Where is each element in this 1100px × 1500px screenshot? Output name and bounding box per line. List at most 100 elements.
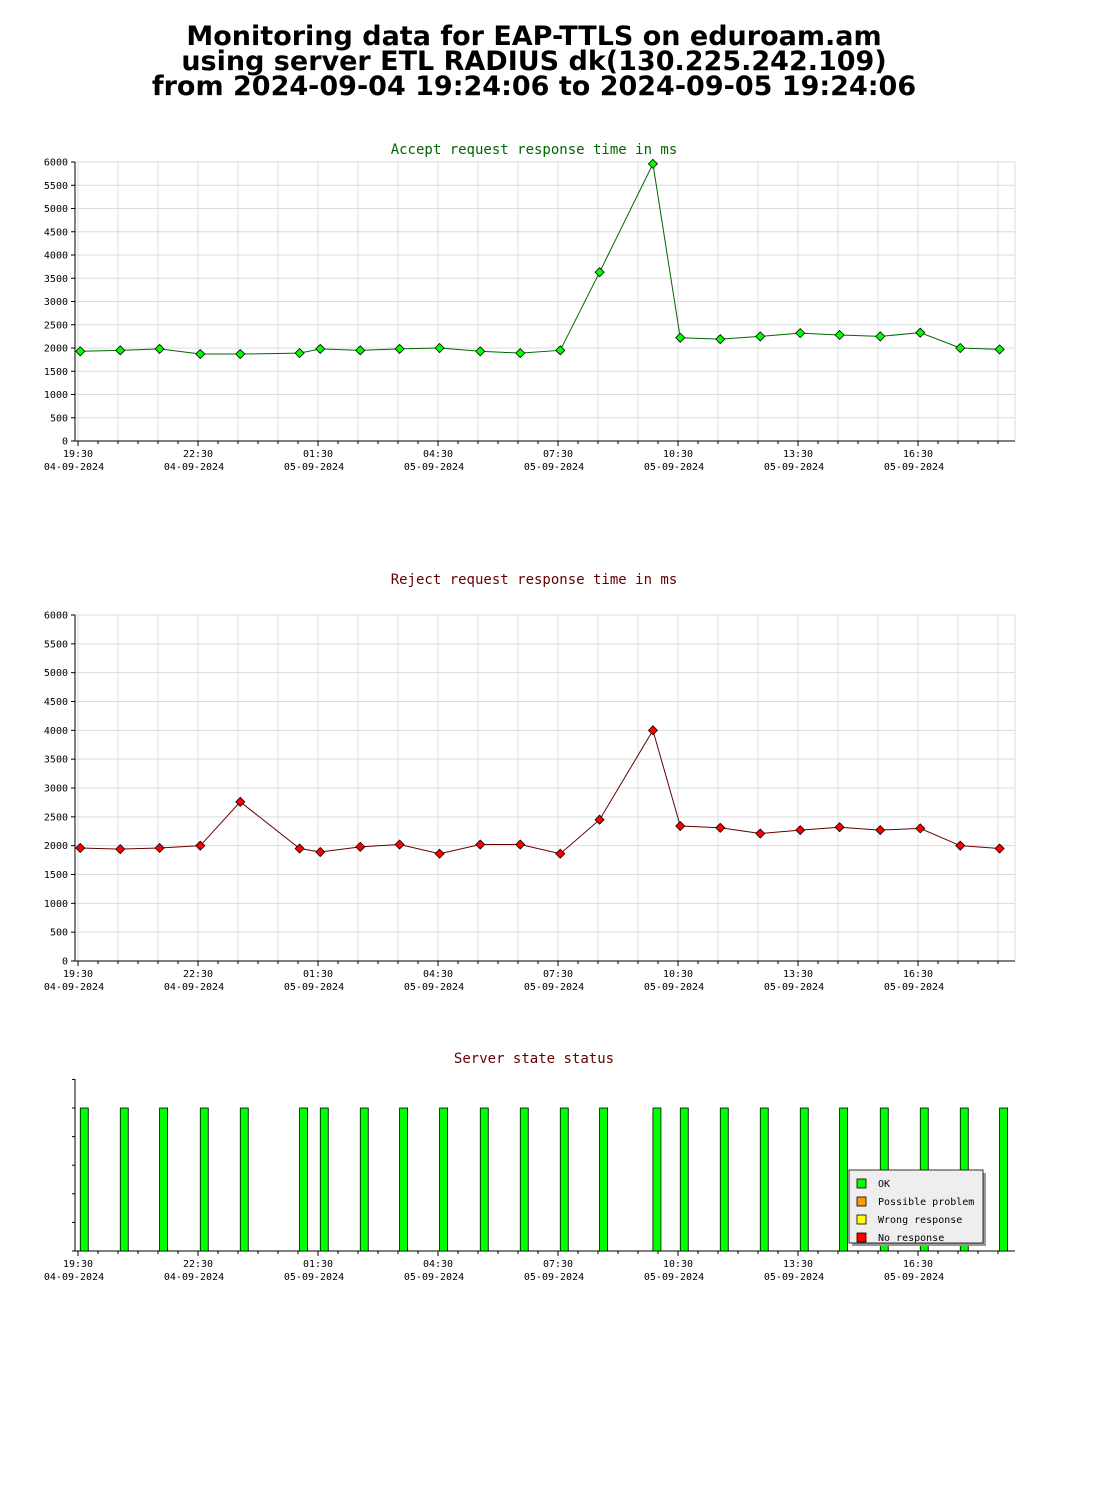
reject-grid [75,614,1016,961]
reject-y-tick-label: 4000 [44,726,68,737]
accept-data-point [994,344,1005,355]
status-x-tick-date: 05-09-2024 [524,1272,584,1283]
accept-y-tick-label: 500 [50,413,68,424]
status-bar [679,1107,689,1252]
accept-y-tick-label: 2000 [44,344,68,355]
status-x-tick-date: 05-09-2024 [644,1272,704,1283]
reject-x-tick-label: 10:30 [663,969,693,980]
accept-y-tick-label: 2500 [44,320,68,331]
reject-data-point [675,820,686,832]
accept-x-tick-label: 19:30 [63,449,93,460]
reject-y-tick-label: 500 [50,928,68,939]
reject-y-tick-label: 1000 [44,899,68,910]
accept-data-point [715,334,726,345]
reject-x-tick-date: 05-09-2024 [284,982,344,993]
reject-y-tick-label: 6000 [44,611,68,622]
status-bar [79,1107,89,1252]
title-line-1: Monitoring data for EAP-TTLS on eduroam.… [186,21,882,52]
reject-chart-title: Reject request response time in ms [391,572,678,588]
accept-grid [75,161,1016,441]
reject-data-point [115,844,126,855]
reject-y-tick-label: 2500 [44,812,68,823]
reject-data-point [555,848,566,859]
status-bar [759,1107,769,1252]
reject-y-tick-label: 5000 [44,668,68,679]
accept-y-tick-label: 4500 [44,227,68,238]
reject-y-tick-label: 4500 [44,697,68,708]
accept-data-point [875,331,886,342]
reject-x-tick-label: 04:30 [423,969,453,980]
reject-x-tick-label: 22:30 [183,969,213,980]
status-x-tick-date: 05-09-2024 [884,1272,944,1283]
reject-x-tick-date: 05-09-2024 [884,982,944,993]
title-line-2: using server ETL RADIUS dk(130.225.242.1… [181,46,887,77]
reject-data-point [647,725,658,736]
accept-data-point [294,348,305,359]
reject-data-point [915,823,926,834]
accept-series-line [80,162,1000,355]
reject-y-tick-label: 0 [62,957,68,968]
reject-data-point [875,825,886,836]
accept-x-tick-date: 05-09-2024 [524,462,584,473]
accept-data-point [235,348,246,360]
accept-data-point [154,343,165,354]
reject-x-tick-label: 01:30 [303,969,333,980]
accept-y-tick-label: 1500 [44,367,68,378]
status-bar [652,1107,662,1252]
status-x-tick-label: 01:30 [303,1259,333,1270]
reject-data-point [195,840,206,851]
status-bar [839,1107,848,1252]
accept-x-tick-label: 22:30 [183,449,213,460]
status-bar [479,1107,489,1252]
status-x-tick-label: 07:30 [543,1259,573,1270]
accept-data-point [115,345,126,356]
accept-data-point [955,342,966,354]
accept-data-point [675,332,686,343]
reject-x-tick-date: 05-09-2024 [404,982,464,993]
reject-y-tick-label: 3000 [44,784,68,795]
legend-box [848,1169,984,1244]
accept-chart-title: Accept request response time in ms [391,142,678,158]
reject-series-line [80,729,1000,855]
status-bar [519,1107,529,1252]
status-x-tick-label: 19:30 [63,1259,93,1270]
status-bar [439,1107,449,1252]
accept-x-tick-label: 01:30 [303,449,333,460]
status-x-tick-date: 05-09-2024 [764,1272,824,1283]
accept-y-tick-label: 3000 [44,297,68,308]
status-x-tick-label: 04:30 [423,1259,453,1270]
accept-x-tick-label: 04:30 [423,449,453,460]
accept-data-point [75,346,86,357]
accept-y-tick-label: 6000 [44,158,68,169]
reject-x-tick-date: 04-09-2024 [44,982,104,993]
accept-data-point [915,327,926,338]
reject-data-point [955,840,966,851]
accept-y-tick-label: 4000 [44,251,68,262]
reject-response-chart: Reject request response time in ms 0 500 1… [44,572,1016,993]
reject-axes: 0 500 1000 1500 2000 2500 3000 3500 4000 4500 5000… [44,611,1015,993]
status-x-tick-date: 05-09-2024 [284,1272,344,1283]
reject-data-point [235,796,246,807]
status-bar [119,1107,129,1252]
reject-x-tick-date: 04-09-2024 [164,982,224,993]
accept-x-tick-label: 07:30 [543,449,573,460]
accept-data-point [434,342,445,354]
accept-y-tick-label: 1000 [44,390,68,401]
status-x-tick-date: 04-09-2024 [44,1272,104,1283]
status-bar [199,1107,209,1252]
accept-data-point [647,158,658,169]
accept-x-tick-date: 04-09-2024 [44,462,104,473]
accept-x-tick-date: 05-09-2024 [284,462,344,473]
status-bar [999,1107,1008,1252]
accept-data-point [195,348,206,360]
legend-label: OK [878,1179,890,1190]
status-bar [719,1107,729,1252]
status-x-tick-date: 05-09-2024 [404,1272,464,1283]
status-bar [319,1107,329,1252]
accept-x-tick-label: 10:30 [663,449,693,460]
status-legend: OK Possible problem Wrong response No respo… [848,1169,986,1246]
status-bar [359,1107,369,1252]
legend-swatch [856,1178,867,1189]
reject-x-tick-label: 16:30 [903,969,933,980]
reject-data-point [994,843,1005,854]
